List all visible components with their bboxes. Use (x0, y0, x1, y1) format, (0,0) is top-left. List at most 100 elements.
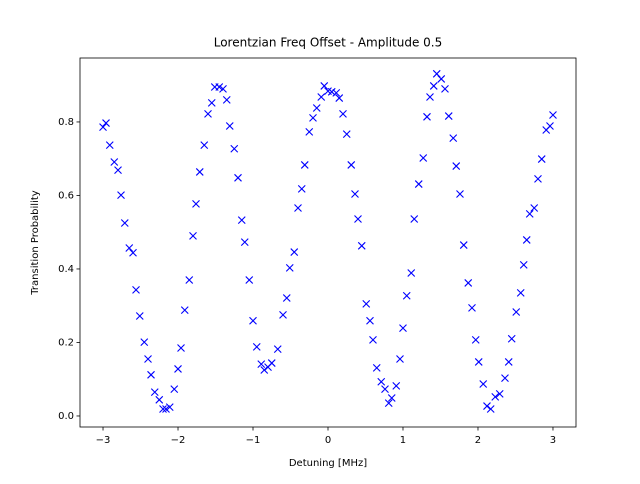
data-point (437, 75, 446, 83)
data-point (273, 345, 282, 353)
data-point (507, 334, 516, 343)
data-point (464, 279, 473, 287)
data-point (534, 175, 542, 183)
data-point (387, 394, 396, 402)
data-point (407, 269, 416, 277)
data-point (165, 403, 174, 412)
data-point (305, 127, 314, 136)
data-point (309, 114, 317, 122)
data-point (452, 162, 461, 170)
y-tick-label: 0.4 (58, 264, 74, 275)
data-point (135, 312, 144, 320)
data-point (120, 219, 129, 227)
data-point (207, 98, 216, 107)
data-point (177, 344, 185, 352)
y-axis-label: Transition Probability (30, 190, 41, 295)
data-point (297, 184, 306, 193)
data-point (117, 191, 125, 199)
data-point (230, 144, 239, 153)
data-point (444, 112, 453, 120)
data-point (260, 366, 269, 374)
data-point (384, 399, 393, 407)
data-point (501, 374, 509, 383)
data-point (491, 392, 500, 401)
data-point (294, 204, 302, 212)
data-point (339, 109, 347, 118)
data-point (245, 276, 254, 284)
data-point (279, 311, 287, 319)
data-point (222, 96, 231, 104)
data-point (102, 119, 110, 127)
data-point (189, 231, 197, 240)
x-tick-label: 3 (550, 435, 556, 446)
data-point (204, 109, 212, 118)
data-point (537, 155, 546, 163)
data-point (396, 355, 404, 363)
data-point (354, 215, 362, 223)
data-point (237, 216, 246, 224)
data-point (399, 324, 407, 333)
data-point (257, 360, 266, 369)
data-point (267, 359, 276, 367)
data-point (195, 168, 204, 176)
data-point (110, 158, 119, 166)
data-point (174, 365, 182, 373)
data-point (519, 261, 528, 269)
data-point (351, 190, 359, 198)
data-point (381, 385, 389, 394)
data-point (129, 248, 137, 257)
data-point (410, 215, 419, 223)
data-point (366, 316, 374, 325)
data-point (522, 236, 531, 244)
data-point (342, 130, 351, 138)
x-tick-label: −2 (171, 435, 186, 446)
data-point (249, 316, 257, 325)
data-point (219, 84, 227, 93)
data-point (483, 402, 491, 410)
data-point (516, 288, 525, 297)
data-point (419, 154, 428, 162)
data-point (159, 405, 167, 413)
data-point (414, 180, 423, 188)
data-point (392, 381, 401, 390)
x-axis-label: Detuning [MHz] (289, 458, 367, 469)
x-tick-label: 0 (325, 435, 331, 446)
x-tick-label: 2 (475, 435, 481, 446)
data-point (225, 122, 234, 130)
data-point (369, 336, 377, 344)
data-point (150, 388, 159, 396)
data-point (474, 358, 483, 366)
data-point (215, 83, 224, 91)
data-point (140, 338, 149, 346)
data-point (479, 380, 488, 388)
data-point (546, 122, 554, 130)
data-point (530, 204, 539, 212)
data-point (327, 87, 336, 96)
y-tick-label: 0.8 (58, 117, 74, 128)
data-point (290, 248, 299, 256)
data-point (180, 306, 189, 315)
y-tick-label: 0.2 (58, 337, 74, 348)
data-point (512, 308, 521, 316)
data-point (456, 190, 464, 198)
data-point (312, 104, 321, 112)
chart-title: Lorentzian Freq Offset - Amplitude 0.5 (214, 36, 443, 50)
data-point (170, 385, 179, 394)
x-tick-label: −3 (96, 435, 111, 446)
y-tick-label: 0.0 (58, 411, 74, 422)
x-tick-label: 1 (400, 435, 406, 446)
data-point (320, 82, 329, 90)
data-point (426, 93, 434, 101)
data-point (335, 94, 344, 102)
data-point (185, 276, 194, 284)
data-point (155, 395, 164, 404)
data-point (504, 358, 513, 366)
data-point (300, 161, 309, 169)
data-point (317, 93, 326, 101)
data-point (459, 241, 468, 249)
data-point (192, 200, 200, 208)
data-point (471, 336, 480, 344)
data-point (252, 342, 261, 351)
